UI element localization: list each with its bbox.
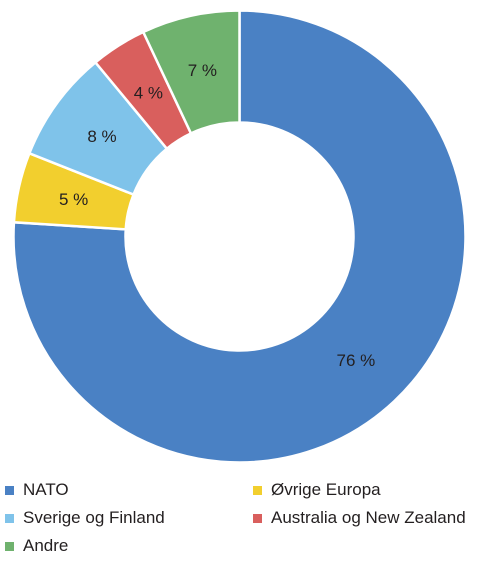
legend-label-sverige-og-finland: Sverige og Finland bbox=[23, 508, 165, 527]
legend-swatch-nato bbox=[5, 485, 14, 495]
donut-slice-labels: 76 % 5 % 8 % 4 % 7 % bbox=[59, 61, 375, 370]
legend-swatch-ovrige-europa bbox=[253, 485, 262, 495]
legend-item-andre: Andre bbox=[5, 535, 68, 557]
slice-label-nato: 76 % bbox=[337, 351, 376, 370]
slice-label-australia-og-new-zealand: 4 % bbox=[134, 84, 163, 103]
legend-label-australia-og-new-zealand: Australia og New Zealand bbox=[271, 508, 466, 527]
legend-label-andre: Andre bbox=[23, 536, 69, 555]
legend-item-nato: NATO bbox=[5, 479, 69, 501]
legend-swatch-sverige-og-finland bbox=[5, 513, 14, 523]
legend-label-ovrige-europa: Øvrige Europa bbox=[271, 480, 381, 499]
legend-item-sverige-og-finland: Sverige og Finland bbox=[5, 507, 165, 529]
legend-item-australia-og-new-zealand: Australia og New Zealand bbox=[253, 507, 466, 529]
legend-item-ovrige-europa: Øvrige Europa bbox=[253, 479, 381, 501]
slice-nato bbox=[12, 9, 467, 464]
slice-label-ovrige-europa: 5 % bbox=[59, 190, 88, 209]
slice-andre bbox=[141, 9, 241, 136]
legend-swatch-australia-og-new-zealand bbox=[253, 513, 262, 523]
legend-label-nato: NATO bbox=[23, 480, 69, 499]
donut-chart: 76 % 5 % 8 % 4 % 7 % bbox=[12, 9, 467, 464]
legend-swatch-andre bbox=[5, 541, 14, 551]
donut-slices bbox=[12, 9, 467, 464]
slice-label-andre: 7 % bbox=[188, 61, 217, 80]
slice-label-sverige-og-finland: 8 % bbox=[87, 127, 116, 146]
chart-legend: NATO Øvrige Europa Sverige og Finland Au… bbox=[0, 476, 500, 565]
